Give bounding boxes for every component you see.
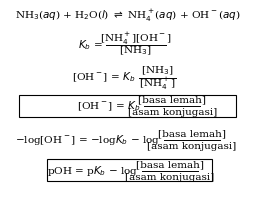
Text: [basa lemah]: [basa lemah] — [138, 95, 206, 104]
Text: [asam konjugasi]: [asam konjugasi] — [147, 142, 237, 151]
Text: [asam konjugasi]: [asam konjugasi] — [127, 108, 217, 117]
Text: [OH$^-$] = $K_b$: [OH$^-$] = $K_b$ — [72, 71, 135, 85]
Bar — [47, 159, 211, 181]
Text: [NH$_3$]: [NH$_3$] — [119, 45, 152, 57]
Text: [NH$_4^+$]: [NH$_4^+$] — [139, 76, 176, 92]
Text: [NH$_3$]: [NH$_3$] — [141, 65, 174, 77]
Text: [basa lemah]: [basa lemah] — [158, 129, 226, 138]
Text: [OH$^-$] = $K_b$: [OH$^-$] = $K_b$ — [77, 99, 140, 113]
Bar — [19, 95, 236, 117]
Text: pOH = p$K_b$ $-$ log: pOH = p$K_b$ $-$ log — [47, 164, 138, 178]
Text: $-$log[OH$^-$] = $-$log$K_b$ $-$ log: $-$log[OH$^-$] = $-$log$K_b$ $-$ log — [15, 133, 160, 147]
Text: [asam konjugasi]: [asam konjugasi] — [125, 173, 215, 182]
Text: NH$_3$($aq$) + H$_2$O($l$) $\rightleftharpoons$ NH$_4^+$($aq$) + OH$^-$($aq$): NH$_3$($aq$) + H$_2$O($l$) $\rightleftha… — [15, 8, 241, 24]
Text: [NH$_4^+$][OH$^-$]: [NH$_4^+$][OH$^-$] — [100, 31, 171, 47]
Text: [basa lemah]: [basa lemah] — [136, 160, 204, 169]
Text: $K_b$ =: $K_b$ = — [78, 38, 102, 52]
